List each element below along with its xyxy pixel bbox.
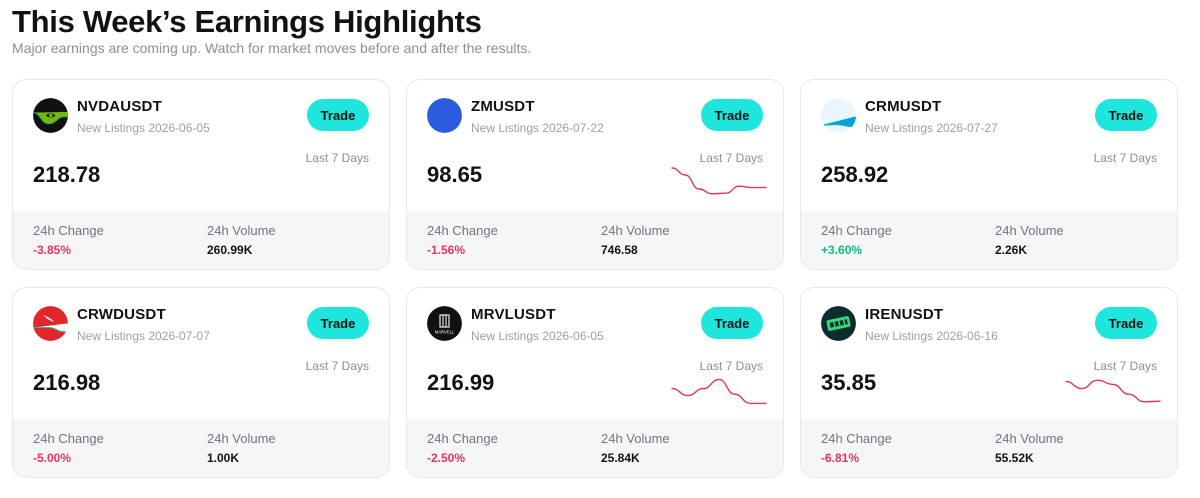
symbol-label: CRMUSDT [865, 98, 942, 115]
page-subtitle: Major earnings are coming up. Watch for … [12, 40, 532, 56]
symbol-label: IRENUSDT [865, 306, 944, 323]
sparkline-chart [1066, 166, 1160, 198]
change-value: -2.50% [427, 451, 466, 465]
card-stats: 24h Change -3.85% 24h Volume 260.99K [13, 211, 389, 269]
card-header: CRMUSDT New Listings 2026-07-27 Trade 25… [801, 80, 1177, 211]
volume-value: 260.99K [207, 243, 253, 257]
earnings-card-grid: NVDAUSDT New Listings 2026-06-05 Trade 2… [12, 79, 1178, 478]
listing-date: New Listings 2026-07-27 [865, 121, 998, 135]
price-value: 258.92 [821, 162, 889, 187]
card-stats: 24h Change -6.81% 24h Volume 55.52K [801, 419, 1177, 477]
symbol-label: MRVLUSDT [471, 306, 556, 323]
page-title: This Week’s Earnings Highlights [12, 4, 482, 39]
sparkline-chart [671, 378, 767, 405]
last-7-days-label: Last 7 Days [699, 151, 763, 165]
change-value: -5.00% [33, 451, 72, 465]
trade-button[interactable]: Trade [307, 99, 369, 131]
change-value: -3.85% [33, 243, 72, 257]
price-value: 218.78 [33, 162, 101, 187]
card-stats: 24h Change -5.00% 24h Volume 1.00K [13, 419, 389, 477]
card-stats: 24h Change -1.56% 24h Volume 746.58 [407, 211, 783, 269]
last-7-days-label: Last 7 Days [1093, 151, 1157, 165]
volume-value: 746.58 [601, 243, 638, 257]
nvidia-logo-icon [33, 98, 68, 133]
card-header: CRWDUSDT New Listings 2026-07-07 Trade 2… [13, 288, 389, 419]
change-label: 24h Change [821, 431, 892, 446]
volume-label: 24h Volume [601, 431, 670, 446]
sparkline-chart [278, 374, 372, 406]
change-value: -6.81% [821, 451, 860, 465]
volume-value: 55.52K [995, 451, 1034, 465]
change-label: 24h Change [821, 223, 892, 238]
listing-date: New Listings 2026-06-16 [865, 329, 998, 343]
price-value: 35.85 [821, 370, 877, 395]
card-header: ZMUSDT New Listings 2026-07-22 Trade 98.… [407, 80, 783, 211]
price-value: 216.99 [427, 370, 495, 395]
trade-button[interactable]: Trade [307, 307, 369, 339]
trade-button[interactable]: Trade [1095, 307, 1157, 339]
sparkline-chart [278, 166, 372, 198]
volume-value: 2.26K [995, 243, 1028, 257]
volume-label: 24h Volume [207, 223, 276, 238]
symbol-label: CRWDUSDT [77, 306, 166, 323]
earnings-card-zmusdt: ZMUSDT New Listings 2026-07-22 Trade 98.… [406, 79, 784, 270]
crowdstrike-logo-icon [33, 306, 68, 341]
volume-label: 24h Volume [995, 431, 1064, 446]
change-value: -1.56% [427, 243, 466, 257]
marvell-logo-text: MARVELL [435, 330, 455, 335]
price-value: 98.65 [427, 162, 483, 187]
symbol-label: NVDAUSDT [77, 98, 162, 115]
zoom-logo-icon [427, 98, 462, 133]
last-7-days-label: Last 7 Days [305, 151, 369, 165]
card-header: NVDAUSDT New Listings 2026-06-05 Trade 2… [13, 80, 389, 211]
listing-date: New Listings 2026-06-05 [77, 121, 210, 135]
sparkline-chart [1065, 379, 1161, 403]
volume-label: 24h Volume [601, 223, 670, 238]
volume-label: 24h Volume [995, 223, 1064, 238]
volume-value: 25.84K [601, 451, 640, 465]
marvell-logo-icon: MARVELL [427, 306, 462, 341]
volume-label: 24h Volume [207, 431, 276, 446]
sparkline-line [671, 167, 767, 195]
symbol-label: ZMUSDT [471, 98, 535, 115]
trade-button[interactable]: Trade [701, 307, 763, 339]
card-header: IRENUSDT New Listings 2026-06-16 Trade 3… [801, 288, 1177, 419]
trade-button[interactable]: Trade [701, 99, 763, 131]
listing-date: New Listings 2026-07-22 [471, 121, 604, 135]
change-label: 24h Change [33, 223, 104, 238]
card-header: MARVELL MRVLUSDT New Listings 2026-06-05… [407, 288, 783, 419]
change-label: 24h Change [427, 223, 498, 238]
listing-date: New Listings 2026-07-07 [77, 329, 210, 343]
sparkline-line [1065, 379, 1161, 403]
sparkline-line [671, 378, 767, 405]
change-label: 24h Change [33, 431, 104, 446]
earnings-card-mrvlusdt: MARVELL MRVLUSDT New Listings 2026-06-05… [406, 287, 784, 478]
iren-logo-icon [821, 306, 856, 341]
earnings-card-crwdusdt: CRWDUSDT New Listings 2026-07-07 Trade 2… [12, 287, 390, 478]
change-label: 24h Change [427, 431, 498, 446]
last-7-days-label: Last 7 Days [1093, 359, 1157, 373]
price-value: 216.98 [33, 370, 101, 395]
sparkline-chart [671, 167, 767, 195]
last-7-days-label: Last 7 Days [305, 359, 369, 373]
earnings-card-crmusdt: CRMUSDT New Listings 2026-07-27 Trade 25… [800, 79, 1178, 270]
listing-date: New Listings 2026-06-05 [471, 329, 604, 343]
card-stats: 24h Change +3.60% 24h Volume 2.26K [801, 211, 1177, 269]
earnings-card-nvdausdt: NVDAUSDT New Listings 2026-06-05 Trade 2… [12, 79, 390, 270]
change-value: +3.60% [821, 243, 863, 257]
salesforce-logo-icon [821, 98, 856, 133]
card-stats: 24h Change -2.50% 24h Volume 25.84K [407, 419, 783, 477]
earnings-card-irenusdt: IRENUSDT New Listings 2026-06-16 Trade 3… [800, 287, 1178, 478]
trade-button[interactable]: Trade [1095, 99, 1157, 131]
last-7-days-label: Last 7 Days [699, 359, 763, 373]
volume-value: 1.00K [207, 451, 240, 465]
